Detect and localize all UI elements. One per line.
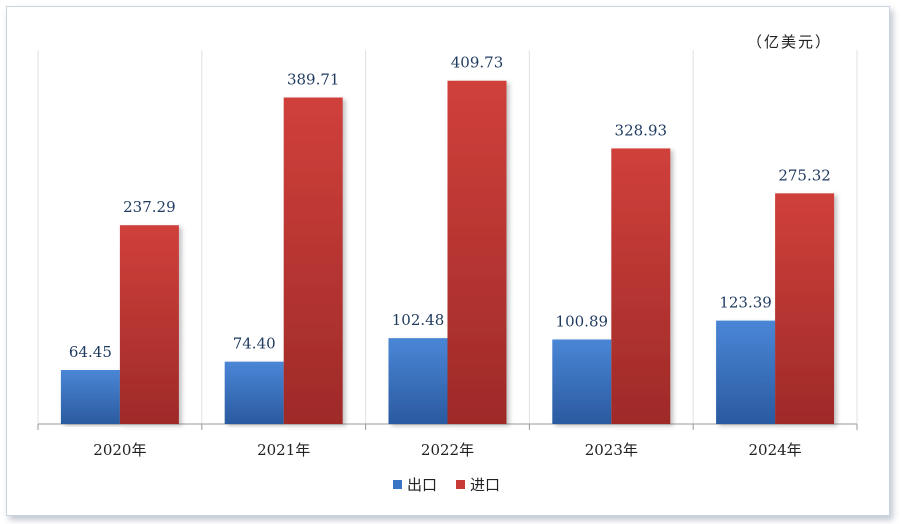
bar-export-3 (552, 339, 612, 424)
unit-label: （亿美元） (747, 33, 832, 51)
data-label: 409.73 (451, 54, 504, 72)
x-tick-label: 2023年 (585, 441, 638, 459)
legend-swatch (456, 480, 465, 489)
bar-import-3 (611, 148, 671, 424)
bar-import-1 (283, 97, 343, 425)
data-label: 328.93 (615, 121, 668, 139)
legend-swatch (393, 480, 402, 489)
data-label: 237.29 (123, 198, 176, 216)
data-label: 100.89 (556, 312, 609, 330)
x-tick-label: 2020年 (93, 441, 146, 459)
bars-layer (60, 80, 835, 425)
bar-export-2 (388, 338, 448, 424)
bar-export-0 (60, 370, 120, 424)
data-label: 102.48 (392, 311, 445, 329)
data-label: 64.45 (69, 343, 112, 361)
bar-import-2 (447, 80, 507, 425)
bar-import-4 (775, 193, 835, 424)
legend-label: 进口 (470, 476, 500, 494)
labels-layer: 64.45 237.29 2020年 74.40 389.71 2021年 102.48 40… (69, 54, 831, 459)
x-tick-label: 2022年 (421, 441, 474, 459)
data-label: 389.71 (287, 71, 340, 89)
data-label: 275.32 (778, 166, 831, 184)
x-tick-label: 2021年 (257, 441, 310, 459)
data-label: 74.40 (233, 335, 276, 353)
data-label: 123.39 (719, 294, 772, 312)
bar-export-1 (224, 361, 284, 424)
legend: 出口 进口 (393, 476, 500, 494)
bar-export-4 (716, 320, 776, 424)
bar-import-0 (119, 225, 179, 424)
legend-label: 出口 (407, 476, 437, 494)
x-tick-label: 2024年 (749, 441, 802, 459)
